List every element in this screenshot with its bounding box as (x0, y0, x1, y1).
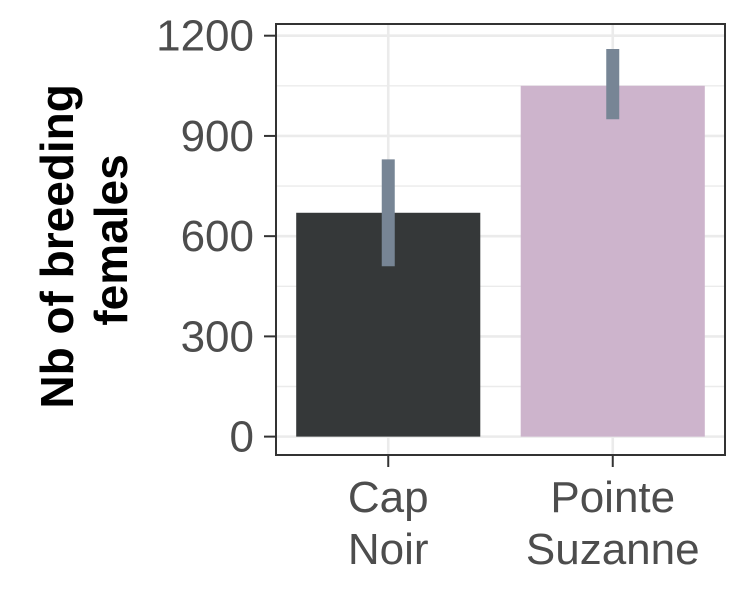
x-tick-label: Pointe Suzanne (526, 473, 700, 574)
panel-border (275, 23, 726, 456)
x-tick-label-line: Noir (348, 525, 429, 574)
y-tick-label: 300 (181, 312, 254, 361)
y-tick-label: 600 (181, 212, 254, 261)
error-bars (381, 49, 620, 267)
y-tick-label: 900 (181, 112, 254, 161)
x-tick-label-line: Cap (348, 473, 429, 522)
x-tick-label-line: Suzanne (526, 525, 700, 574)
x-axis-ticks: Cap Noir Pointe Suzanne (348, 455, 700, 574)
y-axis-title-line-2: females (85, 154, 137, 325)
y-tick-label: 0 (230, 413, 254, 462)
x-tick-label: Cap Noir (348, 473, 429, 574)
x-tick-label-line: Pointe (550, 473, 675, 522)
y-axis-title-line-1: Nb of breeding (31, 84, 83, 409)
y-tick-label: 1200 (156, 12, 254, 61)
y-axis-title: Nb of breeding females (31, 71, 137, 408)
bars (296, 85, 705, 437)
y-axis-ticks: 0 300 600 900 1200 (156, 12, 276, 462)
bar-pointe-suzanne (520, 85, 705, 437)
